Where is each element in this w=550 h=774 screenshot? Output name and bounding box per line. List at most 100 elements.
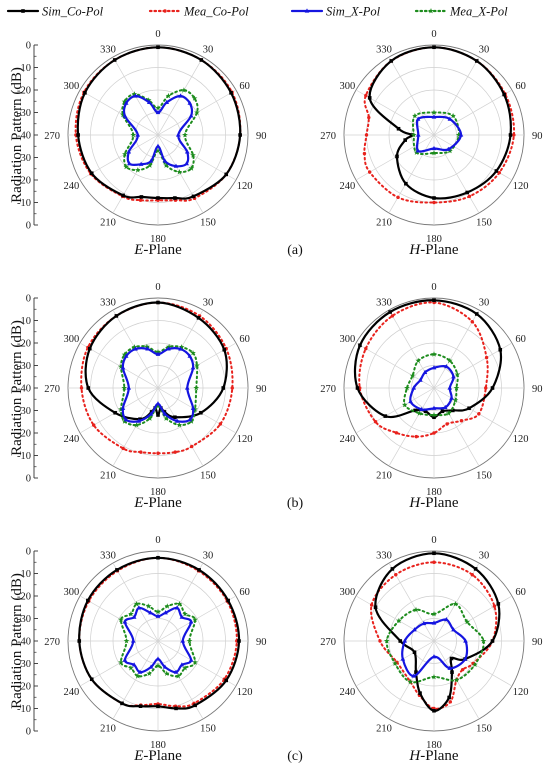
- data-point-sim_co: [432, 415, 436, 420]
- data-point-sim_co: [76, 133, 80, 137]
- grid-spoke: [388, 387, 435, 467]
- grid-spoke: [157, 387, 237, 434]
- data-point-mea_co: [373, 420, 378, 424]
- data-point-sim_co: [432, 196, 436, 200]
- data-point-sim_x: [431, 405, 437, 410]
- subfigure-label: (c): [287, 749, 303, 764]
- grid-spoke: [157, 595, 237, 642]
- legend-label-mea_co: Mea_Co-Pol: [183, 5, 249, 19]
- data-point-sim_co: [389, 59, 394, 63]
- radial-tick-label: -40: [17, 384, 31, 395]
- data-point-mea_x: [194, 362, 200, 368]
- data-point-mea_x: [190, 350, 196, 356]
- data-point-sim_x: [180, 638, 186, 643]
- angle-label: 0: [431, 535, 436, 546]
- data-point-mea_x: [121, 351, 128, 357]
- grid-spoke: [112, 562, 159, 642]
- radial-tick-label: -10: [17, 316, 31, 327]
- data-point-mea_co: [156, 451, 160, 455]
- data-point-mea_x: [144, 343, 150, 350]
- radial-tick-label: 0: [26, 474, 31, 485]
- radial-tick-label: 0: [26, 727, 31, 738]
- data-point-mea_x: [431, 412, 437, 418]
- data-point-sim_co: [383, 414, 388, 418]
- data-point-sim_x: [184, 149, 190, 154]
- data-point-sim_x: [131, 662, 137, 667]
- radial-tick-label: -10: [17, 569, 31, 580]
- data-point-sim_x: [155, 109, 161, 115]
- data-point-sim_x: [173, 669, 179, 674]
- data-point-sim_x: [122, 657, 128, 662]
- angle-label: 90: [532, 384, 543, 395]
- data-point-sim_x: [148, 158, 154, 163]
- data-point-sim_x: [188, 113, 194, 118]
- data-point-mea_x: [123, 638, 130, 644]
- data-point-sim_x: [174, 605, 180, 610]
- data-point-sim_co: [414, 670, 418, 674]
- data-point-sim_x: [120, 365, 126, 370]
- legend-item-mea_x: Mea_X-Pol: [414, 5, 508, 19]
- grid-spoke: [157, 134, 237, 181]
- data-point-mea_co: [230, 386, 234, 390]
- data-point-mea_co: [139, 450, 143, 454]
- data-point-mea_co: [91, 423, 96, 427]
- radial-tick-label: -30: [17, 361, 31, 372]
- radial-tick-label: -30: [17, 659, 31, 670]
- data-point-mea_x: [163, 415, 169, 421]
- data-point-sim_x: [458, 132, 464, 137]
- angle-label: 210: [100, 724, 116, 735]
- data-point-sim_co: [173, 196, 177, 200]
- series-sim_co: [77, 555, 241, 711]
- data-point-mea_co: [414, 434, 419, 439]
- polar-plot-a-h-plane: 0 30 60 90 120 150 180 210 240 270 300 330 H-Plane: [320, 29, 542, 258]
- data-point-mea_co: [218, 422, 223, 426]
- data-point-sim_co: [199, 58, 204, 62]
- angle-label: 240: [340, 434, 356, 445]
- grid-spoke: [79, 595, 159, 642]
- data-point-mea_x: [192, 616, 198, 623]
- data-point-sim_co: [498, 347, 503, 352]
- data-point-mea_x: [131, 91, 138, 97]
- data-point-sim_co: [121, 193, 125, 198]
- data-point-sim_x: [449, 395, 454, 400]
- data-point-mea_co: [362, 151, 367, 156]
- data-point-mea_x: [178, 344, 185, 350]
- series-line-sim_co: [374, 552, 501, 712]
- data-point-mea_x: [452, 601, 459, 607]
- data-point-sim_co: [390, 567, 395, 571]
- angle-label: 300: [340, 587, 356, 598]
- data-point-mea_x: [182, 665, 188, 671]
- angle-label: 150: [200, 724, 216, 735]
- data-point-mea_x: [164, 603, 171, 609]
- grid-spoke: [112, 134, 159, 214]
- data-point-mea_x: [190, 152, 196, 158]
- angle-label: 30: [479, 550, 490, 561]
- series-line-mea_x: [411, 111, 460, 156]
- data-point-mea_co: [173, 450, 177, 454]
- data-point-sim_co: [139, 195, 144, 199]
- series-sim_co: [367, 45, 513, 200]
- angle-label: 120: [237, 434, 253, 445]
- data-point-mea_co: [364, 346, 368, 351]
- data-point-sim_x: [120, 405, 126, 410]
- series-sim_x: [120, 346, 196, 423]
- data-point-sim_co: [508, 133, 513, 137]
- data-point-mea_co: [432, 200, 436, 205]
- polar-plot-b-e-plane: 0 30 60 90 120 150 180 210 240 270 300 330 0 -10 -20 -3…: [9, 282, 303, 511]
- angle-label: 330: [376, 44, 392, 55]
- data-point-sim_co: [89, 171, 94, 176]
- plane-label: E-Plane: [133, 242, 182, 258]
- angle-label: 180: [150, 234, 166, 245]
- data-point-sim_co: [138, 417, 142, 421]
- data-point-sim_x: [155, 351, 161, 356]
- data-point-mea_co: [484, 386, 488, 390]
- data-point-mea_x: [194, 109, 200, 115]
- data-point-sim_x: [126, 149, 132, 154]
- angle-label: 330: [376, 297, 392, 308]
- data-point-sim_x: [451, 627, 456, 632]
- angle-label: 240: [340, 181, 356, 192]
- data-point-mea_x: [155, 105, 161, 111]
- data-point-sim_co: [474, 59, 479, 63]
- angle-label: 60: [239, 81, 250, 92]
- data-point-sim_co: [413, 408, 417, 413]
